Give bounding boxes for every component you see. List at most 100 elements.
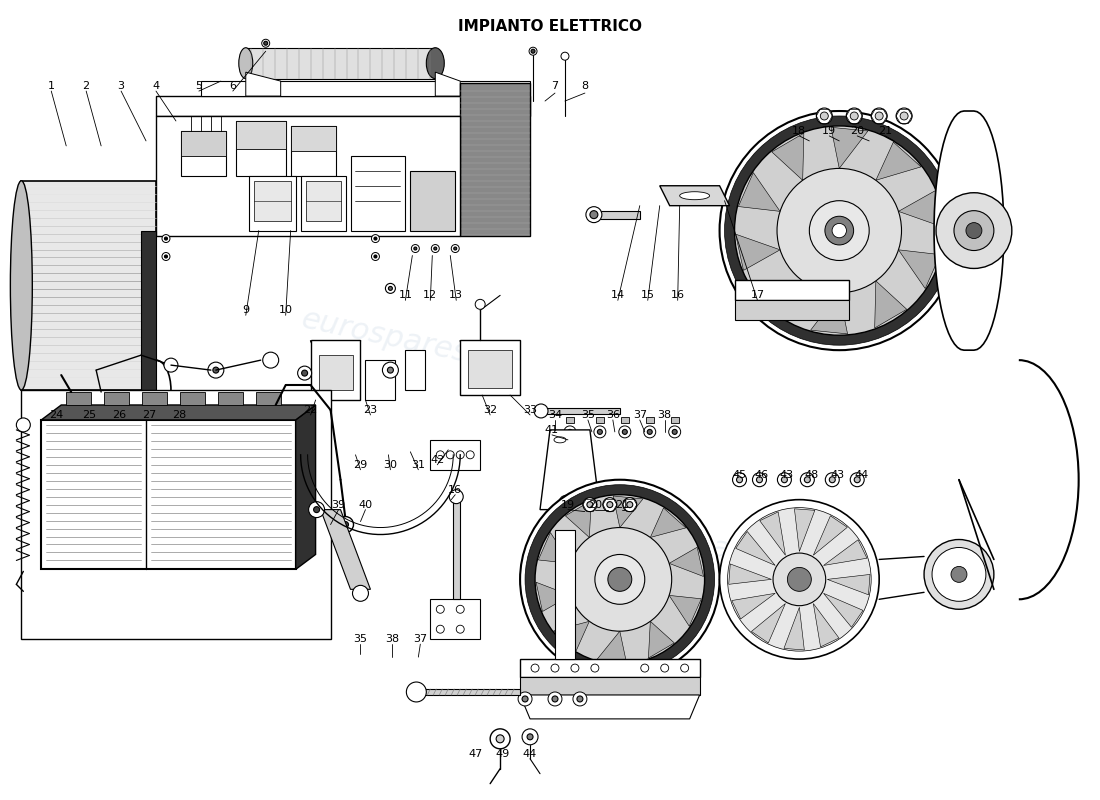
Circle shape (773, 553, 826, 606)
Text: 23: 23 (363, 405, 377, 415)
Circle shape (719, 500, 879, 659)
Text: 38: 38 (658, 410, 672, 420)
Circle shape (568, 430, 572, 434)
Polygon shape (738, 173, 780, 211)
Polygon shape (648, 622, 674, 658)
Circle shape (597, 430, 603, 434)
Circle shape (623, 430, 627, 434)
Circle shape (165, 237, 167, 240)
Circle shape (213, 367, 219, 373)
Text: 46: 46 (755, 470, 769, 480)
Circle shape (374, 237, 377, 240)
Ellipse shape (10, 181, 32, 390)
Polygon shape (536, 582, 571, 611)
Text: 41: 41 (544, 425, 559, 435)
Circle shape (548, 692, 562, 706)
Polygon shape (728, 564, 771, 584)
Circle shape (406, 682, 427, 702)
Ellipse shape (680, 192, 710, 200)
Ellipse shape (554, 437, 566, 443)
Polygon shape (290, 126, 336, 151)
Polygon shape (620, 417, 629, 423)
Circle shape (729, 571, 746, 587)
Polygon shape (784, 607, 804, 650)
Circle shape (374, 255, 377, 258)
Text: 31: 31 (411, 460, 426, 470)
Ellipse shape (239, 48, 253, 78)
Polygon shape (245, 72, 280, 96)
Text: 13: 13 (449, 290, 463, 300)
Text: 3: 3 (118, 81, 124, 91)
Circle shape (522, 696, 528, 702)
Circle shape (531, 664, 539, 672)
Text: 28: 28 (172, 410, 186, 420)
Text: 18: 18 (792, 126, 806, 136)
Text: 2: 2 (82, 81, 90, 91)
Polygon shape (735, 300, 849, 320)
Circle shape (924, 539, 994, 610)
Circle shape (551, 664, 559, 672)
Circle shape (568, 527, 672, 631)
Circle shape (619, 426, 630, 438)
Text: 21: 21 (878, 126, 892, 136)
Circle shape (531, 50, 535, 54)
Polygon shape (794, 509, 815, 551)
Circle shape (591, 664, 598, 672)
Circle shape (669, 426, 681, 438)
Polygon shape (899, 190, 943, 227)
Polygon shape (201, 81, 530, 96)
Circle shape (594, 426, 606, 438)
Circle shape (16, 418, 31, 432)
Polygon shape (520, 677, 700, 695)
Polygon shape (811, 293, 848, 334)
Circle shape (876, 112, 883, 120)
Circle shape (264, 42, 267, 46)
Polygon shape (420, 689, 520, 695)
Polygon shape (141, 230, 156, 390)
Circle shape (586, 206, 602, 222)
Polygon shape (596, 631, 627, 663)
Polygon shape (772, 133, 804, 180)
Text: IMPIANTO ELETTRICO: IMPIANTO ELETTRICO (458, 19, 642, 34)
Circle shape (433, 247, 437, 250)
Text: 49: 49 (495, 749, 509, 758)
Circle shape (387, 367, 394, 373)
Text: 8: 8 (581, 81, 589, 91)
Circle shape (301, 370, 308, 376)
Text: 43: 43 (830, 470, 845, 480)
Text: 19: 19 (822, 126, 836, 136)
Circle shape (954, 210, 994, 250)
Circle shape (727, 508, 871, 651)
Polygon shape (824, 594, 864, 627)
Polygon shape (180, 392, 205, 405)
Circle shape (518, 692, 532, 706)
Circle shape (456, 626, 464, 633)
Circle shape (165, 255, 167, 258)
Circle shape (757, 477, 762, 482)
Polygon shape (751, 603, 785, 643)
Circle shape (719, 111, 959, 350)
Polygon shape (410, 170, 455, 230)
Polygon shape (245, 48, 436, 79)
Text: 21: 21 (615, 500, 629, 510)
Circle shape (733, 473, 747, 486)
Circle shape (804, 477, 811, 482)
Ellipse shape (427, 48, 444, 78)
Circle shape (603, 498, 617, 512)
Circle shape (871, 108, 887, 124)
Circle shape (564, 426, 576, 438)
Circle shape (453, 247, 456, 250)
Circle shape (573, 692, 587, 706)
Text: 37: 37 (414, 634, 428, 644)
Text: 34: 34 (548, 410, 562, 420)
Text: 24: 24 (50, 410, 64, 420)
Polygon shape (436, 72, 460, 96)
Text: 22: 22 (304, 405, 318, 415)
Circle shape (821, 112, 828, 120)
Circle shape (816, 108, 833, 124)
Polygon shape (540, 430, 600, 510)
Polygon shape (669, 595, 702, 626)
Circle shape (162, 234, 170, 242)
Circle shape (298, 366, 311, 380)
Polygon shape (758, 281, 803, 319)
